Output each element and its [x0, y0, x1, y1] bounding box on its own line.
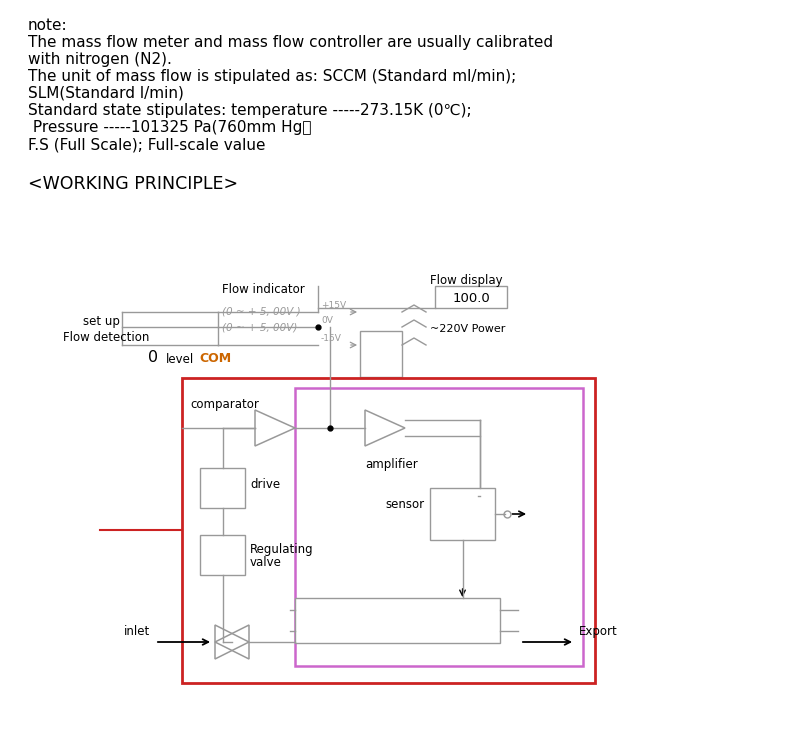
- Text: (0 ~ + 5, 00V ): (0 ~ + 5, 00V ): [222, 307, 301, 317]
- Text: Pressure -----101325 Pa(760mm Hg）: Pressure -----101325 Pa(760mm Hg）: [28, 120, 311, 135]
- Text: SLM(Standard l/min): SLM(Standard l/min): [28, 86, 184, 101]
- Bar: [430, 488, 495, 540]
- Text: with nitrogen (N2).: with nitrogen (N2).: [28, 52, 172, 67]
- Text: note:: note:: [28, 18, 68, 33]
- Text: Flow display: Flow display: [430, 274, 502, 287]
- Bar: [295, 388, 583, 666]
- Bar: [182, 378, 595, 683]
- Text: ~220V Power: ~220V Power: [430, 324, 506, 334]
- Text: The mass flow meter and mass flow controller are usually calibrated: The mass flow meter and mass flow contro…: [28, 35, 553, 50]
- Bar: [360, 331, 402, 377]
- Text: 0: 0: [148, 350, 158, 365]
- Bar: [200, 535, 245, 575]
- Text: Flow detection: Flow detection: [63, 331, 149, 344]
- Text: inlet: inlet: [124, 625, 150, 638]
- Text: +15V: +15V: [321, 301, 346, 310]
- Text: F.S (Full Scale); Full-scale value: F.S (Full Scale); Full-scale value: [28, 137, 265, 152]
- Text: The unit of mass flow is stipulated as: SCCM (Standard ml/min);: The unit of mass flow is stipulated as: …: [28, 69, 516, 84]
- Text: comparator: comparator: [190, 398, 259, 411]
- Text: Export: Export: [579, 625, 618, 638]
- Text: level: level: [166, 353, 194, 366]
- Text: amplifier: amplifier: [365, 458, 418, 471]
- Text: Regulating: Regulating: [250, 543, 314, 556]
- Text: set up: set up: [83, 315, 120, 328]
- Text: COM: COM: [199, 352, 231, 365]
- Text: 100.0: 100.0: [452, 293, 490, 305]
- Text: valve: valve: [250, 556, 282, 569]
- Text: sensor: sensor: [386, 498, 425, 511]
- Text: (0 ~ + 5, 00V): (0 ~ + 5, 00V): [222, 323, 297, 333]
- Bar: [200, 468, 245, 508]
- Text: 0V: 0V: [321, 316, 333, 325]
- Text: Standard state stipulates: temperature -----273.15K (0℃);: Standard state stipulates: temperature -…: [28, 103, 472, 118]
- Text: drive: drive: [250, 478, 280, 491]
- Bar: [295, 598, 500, 643]
- Bar: [435, 286, 507, 308]
- Text: <WORKING PRINCIPLE>: <WORKING PRINCIPLE>: [28, 175, 238, 193]
- Text: Flow indicator: Flow indicator: [222, 283, 305, 296]
- Text: -15V: -15V: [321, 334, 342, 343]
